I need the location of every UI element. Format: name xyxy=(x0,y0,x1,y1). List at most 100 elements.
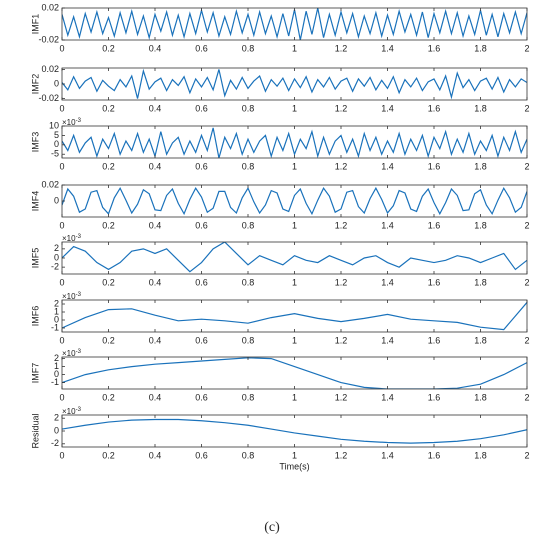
y-tick-label: -1 xyxy=(51,377,59,387)
signal-line xyxy=(62,242,527,273)
x-tick-label: 1.8 xyxy=(474,161,487,171)
x-tick-label: 1.6 xyxy=(428,103,441,113)
x-tick-label: 0.8 xyxy=(242,220,255,230)
y-tick-label: 2 xyxy=(54,353,59,363)
y-tick-label: 0 xyxy=(54,139,59,149)
x-tick-label: 0.2 xyxy=(102,392,115,402)
x-tick-label: 1.8 xyxy=(474,220,487,230)
y-tick-label: 2 xyxy=(54,413,59,423)
x-tick-label: 0.6 xyxy=(195,277,208,287)
x-tick-label: 1.6 xyxy=(428,43,441,53)
y-tick-label: 0.02 xyxy=(41,64,59,74)
x-tick-label: 0.6 xyxy=(195,335,208,345)
multiplier: ×10 xyxy=(62,234,76,243)
x-tick-label: 0.4 xyxy=(149,392,162,402)
y-axis-label: IMF4 xyxy=(30,191,40,212)
x-tick-label: 0.2 xyxy=(102,161,115,171)
x-tick-label: 1 xyxy=(292,103,297,113)
exponent: -3 xyxy=(76,234,82,240)
x-tick-label: 1.2 xyxy=(335,392,348,402)
x-tick-label: 0.2 xyxy=(102,335,115,345)
y-tick-label: 10 xyxy=(49,120,59,130)
y-tick-label: 1 xyxy=(54,361,59,371)
x-tick-label: 0.8 xyxy=(242,161,255,171)
y-exponent: ×10-3 xyxy=(62,118,82,128)
x-tick-label: 1.8 xyxy=(474,43,487,53)
x-tick-label: 0 xyxy=(59,335,64,345)
x-tick-label: 1.4 xyxy=(381,335,394,345)
x-tick-label: 1 xyxy=(292,43,297,53)
x-tick-label: 0.6 xyxy=(195,103,208,113)
x-tick-label: 0.6 xyxy=(195,43,208,53)
x-tick-label: 1.4 xyxy=(381,161,394,171)
x-tick-label: 1.4 xyxy=(381,103,394,113)
x-tick-label: 2 xyxy=(524,450,529,460)
x-tick-label: 2 xyxy=(524,220,529,230)
y-tick-label: -2 xyxy=(51,438,59,448)
x-tick-label: 1.8 xyxy=(474,450,487,460)
y-tick-label: 0.02 xyxy=(41,179,59,189)
x-tick-label: 1 xyxy=(292,392,297,402)
x-tick-label: 1.2 xyxy=(335,43,348,53)
x-tick-label: 1 xyxy=(292,220,297,230)
exponent: -3 xyxy=(76,349,82,355)
x-tick-label: 1.6 xyxy=(428,335,441,345)
multiplier: ×10 xyxy=(62,118,76,127)
y-tick-label: 0 xyxy=(54,314,59,324)
x-tick-label: 1.2 xyxy=(335,103,348,113)
exponent: -3 xyxy=(76,292,82,298)
x-tick-label: 2 xyxy=(524,103,529,113)
x-tick-label: 0 xyxy=(59,103,64,113)
signal-line xyxy=(62,127,527,158)
x-tick-label: 2 xyxy=(524,43,529,53)
x-tick-label: 0 xyxy=(59,450,64,460)
x-tick-label: 1.2 xyxy=(335,220,348,230)
signal-line xyxy=(62,302,527,331)
x-tick-label: 0.8 xyxy=(242,392,255,402)
x-tick-label: 1.4 xyxy=(381,450,394,460)
x-tick-label: 2 xyxy=(524,392,529,402)
x-tick-label: 1.2 xyxy=(335,161,348,171)
x-tick-label: 1.4 xyxy=(381,277,394,287)
x-tick-label: 0 xyxy=(59,161,64,171)
multiplier: ×10 xyxy=(62,349,76,358)
x-tick-label: 0 xyxy=(59,277,64,287)
x-tick-label: 1.4 xyxy=(381,392,394,402)
x-tick-label: 1.2 xyxy=(335,335,348,345)
x-tick-label: 0.6 xyxy=(195,161,208,171)
y-tick-label: 0.02 xyxy=(41,2,59,12)
multiplier: ×10 xyxy=(62,407,76,416)
exponent: -3 xyxy=(76,407,82,413)
x-tick-label: 0.6 xyxy=(195,450,208,460)
y-axis-label: IMF2 xyxy=(30,74,40,95)
x-axis-label: Time(s) xyxy=(279,461,309,471)
y-tick-label: 0 xyxy=(54,195,59,205)
x-tick-label: 0.4 xyxy=(149,277,162,287)
y-tick-label: -0.02 xyxy=(38,34,59,44)
axes-box xyxy=(61,299,528,333)
x-tick-label: 0.2 xyxy=(102,220,115,230)
signal-line xyxy=(62,8,527,40)
x-tick-label: 1.8 xyxy=(474,392,487,402)
y-axis-label: IMF1 xyxy=(30,14,40,35)
exponent: -3 xyxy=(76,118,82,124)
x-tick-label: 0.8 xyxy=(242,103,255,113)
x-tick-label: 0.8 xyxy=(242,277,255,287)
x-tick-label: 1 xyxy=(292,161,297,171)
x-tick-label: 0 xyxy=(59,220,64,230)
y-tick-label: 0 xyxy=(54,425,59,435)
y-axis-label: IMF5 xyxy=(30,248,40,269)
multiplier: ×10 xyxy=(62,292,76,301)
y-axis-label: IMF6 xyxy=(30,306,40,327)
y-axis-label: IMF7 xyxy=(30,363,40,384)
x-tick-label: 1.4 xyxy=(381,43,394,53)
x-tick-label: 0.2 xyxy=(102,43,115,53)
x-tick-label: 0.8 xyxy=(242,335,255,345)
y-exponent: ×10-3 xyxy=(62,349,82,359)
x-tick-label: 0.2 xyxy=(102,277,115,287)
y-axis-label: Residual xyxy=(30,413,40,448)
x-tick-label: 0.2 xyxy=(102,450,115,460)
x-tick-label: 0 xyxy=(59,392,64,402)
y-tick-label: 0 xyxy=(54,369,59,379)
x-tick-label: 0.8 xyxy=(242,43,255,53)
